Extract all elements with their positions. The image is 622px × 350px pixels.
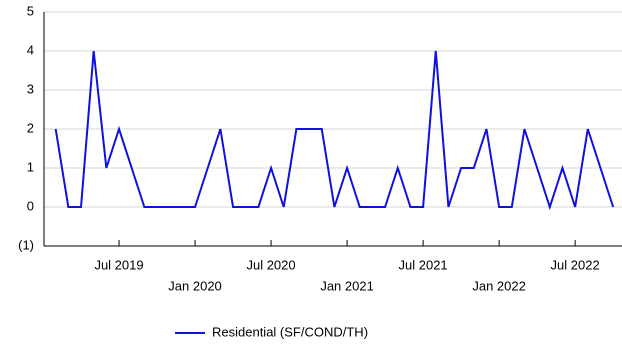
legend-label: Residential (SF/COND/TH) bbox=[212, 324, 368, 339]
y-tick-label: 1 bbox=[27, 159, 34, 174]
x-tick-label: Jul 2020 bbox=[246, 257, 295, 272]
x-tick-label: Jan 2021 bbox=[320, 278, 374, 293]
y-tick-label: 2 bbox=[27, 120, 34, 135]
y-tick-label: 0 bbox=[27, 198, 34, 213]
x-tick-label: Jul 2022 bbox=[551, 257, 600, 272]
x-tick-label: Jul 2021 bbox=[399, 257, 448, 272]
data-line bbox=[54, 50, 615, 211]
x-tick-label: Jan 2020 bbox=[168, 278, 222, 293]
y-tick-label: 4 bbox=[27, 42, 34, 57]
x-tick-label: Jul 2019 bbox=[94, 257, 143, 272]
x-tick-label: Jan 2022 bbox=[472, 278, 526, 293]
y-tick-label: (1) bbox=[18, 237, 34, 252]
y-tick-label: 3 bbox=[27, 81, 34, 96]
y-tick-label: 5 bbox=[27, 3, 34, 18]
